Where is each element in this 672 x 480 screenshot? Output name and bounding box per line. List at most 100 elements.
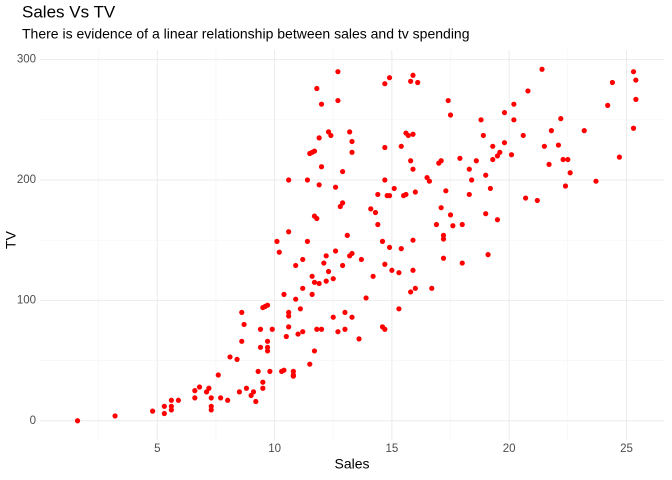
point [511, 101, 517, 107]
point [358, 256, 364, 263]
point [208, 407, 214, 413]
point [558, 116, 564, 122]
point [192, 388, 198, 394]
point [323, 253, 329, 259]
point [112, 413, 118, 419]
point [264, 302, 271, 308]
point [426, 178, 433, 184]
point [382, 261, 388, 267]
point [335, 97, 341, 104]
point [370, 273, 376, 279]
point [286, 313, 292, 319]
y-tick-label: 300 [17, 54, 36, 66]
point [349, 250, 355, 257]
point [410, 131, 416, 137]
point [447, 112, 454, 118]
point [450, 223, 456, 229]
point [440, 232, 447, 238]
point [316, 280, 322, 287]
point [335, 329, 341, 335]
point [225, 397, 231, 403]
point [236, 389, 242, 395]
point [375, 191, 381, 198]
point [522, 195, 529, 201]
point [525, 88, 531, 94]
point [445, 97, 451, 104]
chart-title: Sales Vs TV [22, 2, 116, 21]
point [548, 128, 554, 134]
point [332, 184, 339, 190]
point [616, 154, 623, 160]
point [389, 267, 395, 273]
point [335, 69, 341, 75]
point [501, 109, 508, 116]
point [314, 215, 320, 222]
point [459, 221, 465, 228]
point [466, 191, 472, 198]
point [241, 321, 247, 328]
point [293, 262, 299, 269]
point [567, 170, 573, 176]
point [473, 158, 479, 164]
point [609, 79, 615, 86]
point [386, 75, 393, 81]
point [318, 326, 325, 332]
point [342, 326, 348, 332]
point [466, 166, 472, 172]
point [581, 128, 587, 134]
point [459, 260, 465, 266]
point [260, 379, 266, 385]
point [356, 336, 362, 342]
point [368, 206, 374, 212]
chart-subtitle: There is evidence of a linear relationsh… [22, 26, 470, 42]
point [410, 267, 416, 273]
point [286, 324, 292, 330]
point [382, 81, 388, 87]
point [290, 372, 296, 378]
point [208, 395, 214, 401]
x-tick-label: 20 [503, 443, 516, 455]
point [490, 156, 496, 163]
point [372, 209, 379, 216]
point [539, 66, 545, 72]
point [239, 309, 245, 316]
point [304, 177, 311, 183]
point [382, 144, 388, 151]
point [438, 158, 444, 164]
point [243, 385, 250, 391]
point [508, 152, 515, 158]
point [293, 296, 299, 302]
point [605, 102, 611, 108]
point [290, 368, 296, 374]
point [483, 211, 489, 217]
point [347, 129, 353, 135]
point [415, 79, 421, 86]
point [295, 331, 301, 337]
point [555, 142, 562, 148]
point [363, 295, 369, 301]
point [161, 410, 167, 417]
point [323, 278, 329, 284]
point [379, 238, 386, 244]
point [309, 273, 315, 279]
point [297, 306, 303, 312]
point [391, 185, 397, 192]
point [438, 205, 444, 211]
point [396, 270, 402, 276]
point [340, 262, 346, 269]
point [408, 289, 414, 295]
point [562, 183, 569, 189]
point [318, 164, 325, 170]
point [340, 200, 346, 206]
point [215, 372, 221, 378]
point [318, 101, 325, 107]
point [267, 368, 273, 374]
point [408, 78, 414, 84]
point [630, 125, 637, 131]
point [281, 291, 287, 297]
point [429, 285, 435, 291]
point [440, 255, 447, 261]
point [534, 197, 540, 204]
point [309, 291, 315, 297]
point [218, 395, 224, 401]
